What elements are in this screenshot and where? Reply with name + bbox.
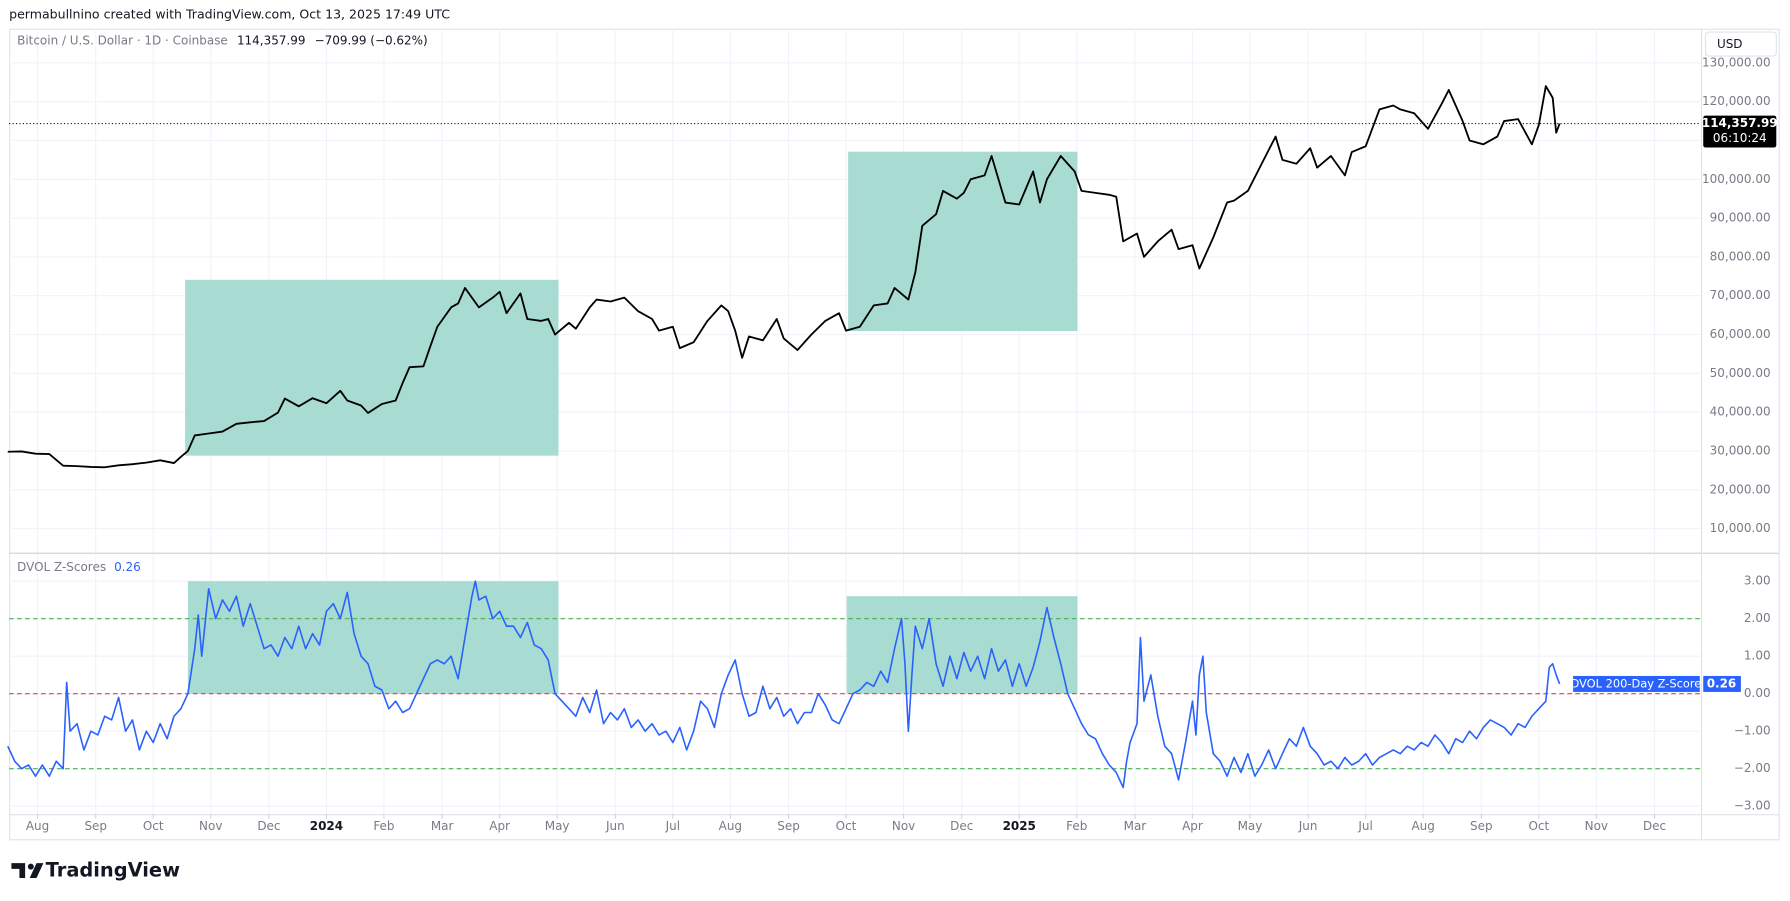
x-tick-label: May <box>545 819 570 833</box>
x-tick-label: Aug <box>26 819 49 833</box>
x-tick-label: Jul <box>665 819 680 833</box>
series-tag-label: DVOL 200-Day Z-Score <box>1570 676 1701 690</box>
x-tick-label: Aug <box>1411 819 1434 833</box>
highlight-box <box>187 581 559 694</box>
y-tick-label: 50,000.00 <box>1710 366 1771 380</box>
x-tick-label: Jun <box>605 819 625 833</box>
x-tick-label: 2024 <box>310 819 343 833</box>
logo: TradingView <box>11 859 180 882</box>
x-tick-label: Feb <box>1066 819 1087 833</box>
x-tick-label: Sep <box>777 819 800 833</box>
y-tick-label: 90,000.00 <box>1710 211 1771 225</box>
y-tick-label: 30,000.00 <box>1710 443 1771 457</box>
legend-value: 114,357.99 <box>237 34 306 48</box>
price-tag <box>1703 115 1777 148</box>
x-tick-label: Dec <box>950 819 973 833</box>
logo-dot <box>27 863 34 870</box>
y-tick-label: 60,000.00 <box>1710 327 1771 341</box>
x-tick-label: Sep <box>1470 819 1493 833</box>
legend-title: DVOL Z-Scores <box>17 560 106 574</box>
currency-button[interactable] <box>1704 31 1777 57</box>
x-tick-label: Sep <box>84 819 107 833</box>
series-line <box>7 85 1561 469</box>
x-tick-label: Mar <box>431 819 454 833</box>
legend-title: Bitcoin / U.S. Dollar · 1D · Coinbase <box>17 34 228 48</box>
x-tick-label: Oct <box>1528 819 1549 833</box>
x-tick-label: Mar <box>1124 819 1147 833</box>
y-tick-label: −2.00 <box>1734 761 1771 775</box>
logo-text: TradingView <box>46 859 180 882</box>
y-tick-label: 130,000.00 <box>1702 55 1771 69</box>
y-tick-label: −3.00 <box>1734 799 1771 813</box>
x-tick-label: Nov <box>199 819 222 833</box>
logo-icon <box>11 863 44 879</box>
x-tick-label: Feb <box>373 819 394 833</box>
value-tag-label: 0.26 <box>1707 676 1737 690</box>
y-tick-label: 0.00 <box>1744 686 1771 700</box>
currency[interactable]: USD <box>1717 37 1743 51</box>
y-tick-label: 1.00 <box>1744 649 1771 663</box>
header: permabullnino created with TradingView.c… <box>9 6 450 21</box>
price-tag-value: 114,357.99 <box>1702 116 1778 130</box>
value-tag <box>1703 675 1741 692</box>
y-tick-label: 80,000.00 <box>1710 249 1771 263</box>
x-tick-label: May <box>1238 819 1263 833</box>
series-line <box>7 580 1561 789</box>
x-tick-label: Nov <box>892 819 915 833</box>
x-tick-label: Jul <box>1357 819 1372 833</box>
y-tick-label: −1.00 <box>1734 724 1771 738</box>
x-tick-label: Nov <box>1585 819 1608 833</box>
x-tick-label: Oct <box>143 819 164 833</box>
x-tick-label: Apr <box>1182 819 1203 833</box>
legend-change: −709.99 (−0.62%) <box>315 34 428 48</box>
y-tick-label: 100,000.00 <box>1702 172 1771 186</box>
x-tick-label: 2025 <box>1003 819 1036 833</box>
x-tick-label: Apr <box>489 819 510 833</box>
y-tick-label: 3.00 <box>1744 574 1771 588</box>
highlight-box <box>185 279 559 456</box>
x-tick-label: Jun <box>1298 819 1318 833</box>
x-tick-label: Dec <box>257 819 280 833</box>
x-tick-label: Oct <box>836 819 857 833</box>
price-tag-countdown: 06:10:24 <box>1713 131 1767 145</box>
x-tick-label: Aug <box>719 819 742 833</box>
y-tick-label: 10,000.00 <box>1710 521 1771 535</box>
legend-value: 0.26 <box>114 560 141 574</box>
y-tick-label: 20,000.00 <box>1710 482 1771 496</box>
frame <box>9 28 1780 841</box>
y-tick-label: 40,000.00 <box>1710 405 1771 419</box>
y-tick-label: 70,000.00 <box>1710 288 1771 302</box>
highlight-box <box>846 596 1078 694</box>
y-tick-label: 120,000.00 <box>1702 94 1771 108</box>
x-tick-label: Dec <box>1643 819 1666 833</box>
highlight-box <box>848 151 1078 332</box>
y-tick-label: 2.00 <box>1744 611 1771 625</box>
series-tag <box>1573 675 1700 692</box>
